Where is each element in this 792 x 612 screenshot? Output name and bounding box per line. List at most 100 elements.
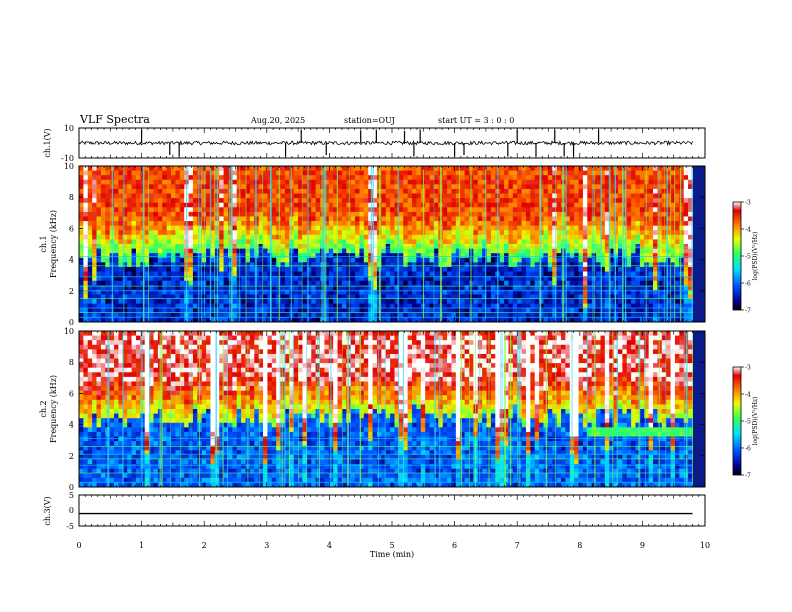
spectrogram-cell xyxy=(100,179,106,185)
spectrogram-cell xyxy=(153,216,159,222)
spectrogram-cell xyxy=(249,276,255,282)
spectrogram-cell xyxy=(79,459,84,465)
spectrogram-cell xyxy=(372,239,378,245)
spectrogram-cell xyxy=(144,317,150,323)
spectrogram-cell xyxy=(249,179,255,185)
spectrogram-cell xyxy=(508,188,514,194)
spectrogram-cell xyxy=(613,317,619,323)
spectrogram-cell xyxy=(258,188,264,194)
spectrogram-cell xyxy=(276,198,281,204)
spectrogram-cell xyxy=(284,244,290,249)
spectrogram-cell xyxy=(670,285,676,291)
spectrogram-cell xyxy=(587,294,593,300)
spectrogram-cell xyxy=(284,198,290,204)
spectrogram-cell xyxy=(79,344,84,350)
spectrogram-cell xyxy=(258,221,264,227)
spectrogram-cell xyxy=(92,308,97,314)
spectrogram-cell xyxy=(206,175,211,181)
spectrogram-cell xyxy=(83,289,89,295)
spectrogram-cell xyxy=(350,211,356,217)
spectrogram-cell xyxy=(87,459,93,465)
spectrogram-cell xyxy=(315,216,321,222)
spectrogram-cell xyxy=(140,239,146,245)
spectrogram-cell xyxy=(144,166,150,171)
spectrogram-cell xyxy=(267,234,273,240)
spectrogram-cell xyxy=(83,280,89,286)
spectrogram-cell xyxy=(613,234,619,240)
spectrogram-cell xyxy=(201,184,207,190)
spectrogram-cell xyxy=(245,312,251,318)
spectrogram-cell xyxy=(617,257,623,263)
spectrogram-cell xyxy=(258,262,264,268)
spectrogram-cell xyxy=(394,262,400,268)
spectrogram-cell xyxy=(556,221,562,227)
spectrogram-cell xyxy=(210,253,216,259)
spectrogram-cell xyxy=(83,427,89,433)
spectrogram-cell xyxy=(83,454,89,460)
spectrogram-cell xyxy=(100,211,106,217)
spectrogram-cell xyxy=(460,184,466,190)
spectrogram-cell xyxy=(613,289,619,295)
spectrogram-cell xyxy=(464,248,470,254)
spectrogram-cell xyxy=(429,184,435,190)
spectrogram-cell xyxy=(425,216,430,222)
spectrogram-cell xyxy=(604,308,610,314)
spectrogram-cell xyxy=(131,170,137,176)
spectrogram-cell xyxy=(320,317,325,323)
spectrogram-cell xyxy=(617,317,623,323)
spectrogram-cell xyxy=(328,299,334,305)
spectrogram-cell xyxy=(114,211,119,217)
spectrogram-cell xyxy=(350,175,356,181)
spectrogram-cell xyxy=(477,276,483,282)
spectrogram-cell xyxy=(232,198,238,204)
spectrogram-cell xyxy=(280,175,286,181)
spectrogram-cell xyxy=(499,179,505,185)
spectrogram-cell xyxy=(517,184,522,190)
spectrogram-cell xyxy=(394,166,400,171)
spectrogram-cell xyxy=(284,216,290,222)
spectrogram-cell xyxy=(407,175,413,181)
spectrogram-cell xyxy=(140,299,146,305)
spectrogram-cell xyxy=(333,294,338,300)
spectrogram-cell xyxy=(149,166,154,171)
spectrogram-cell xyxy=(398,312,404,318)
spectrogram-cell xyxy=(416,188,422,194)
spectrogram-cell xyxy=(254,225,260,231)
spectrogram-cell xyxy=(543,179,549,185)
spectrogram-cell xyxy=(175,230,181,236)
spectrogram-cell xyxy=(302,312,308,318)
spectrogram-cell xyxy=(166,276,172,282)
spectrogram-cell xyxy=(547,198,553,204)
spectrogram-cell xyxy=(166,253,172,259)
spectrogram-cell xyxy=(525,166,531,171)
spectrogram-cell xyxy=(206,253,211,259)
spectrogram-cell xyxy=(140,234,146,240)
spectrogram-cell xyxy=(666,276,671,282)
spectrogram-cell xyxy=(587,312,593,318)
spectrogram-cell xyxy=(175,248,181,254)
spectrogram-cell xyxy=(534,239,540,245)
spectrogram-cell xyxy=(166,216,172,222)
spectrogram-cell xyxy=(429,221,435,227)
spectrogram-cell xyxy=(482,225,487,231)
spectrogram-cell xyxy=(346,299,352,305)
spectrogram-cell xyxy=(530,317,536,323)
spectrogram-cell xyxy=(149,230,154,236)
spectrogram-cell xyxy=(284,285,290,291)
spectrogram-cell xyxy=(504,317,509,323)
spectrogram-cell xyxy=(127,262,132,268)
spectrogram-cell xyxy=(635,285,641,291)
spectrogram-cell xyxy=(201,257,207,263)
spectrogram-cell xyxy=(368,303,373,309)
spectrogram-cell xyxy=(530,289,536,295)
spectrogram-cell xyxy=(460,221,466,227)
spectrogram-cell xyxy=(166,211,172,217)
spectrogram-cell xyxy=(96,188,102,194)
spectrogram-cell xyxy=(574,211,579,217)
spectrogram-cell xyxy=(100,303,106,309)
spectrogram-cell xyxy=(547,244,553,249)
spectrogram-cell xyxy=(613,202,619,208)
spectrogram-cell xyxy=(688,207,693,213)
spectrogram-cell xyxy=(368,312,373,318)
spectrogram-cell xyxy=(394,257,400,263)
